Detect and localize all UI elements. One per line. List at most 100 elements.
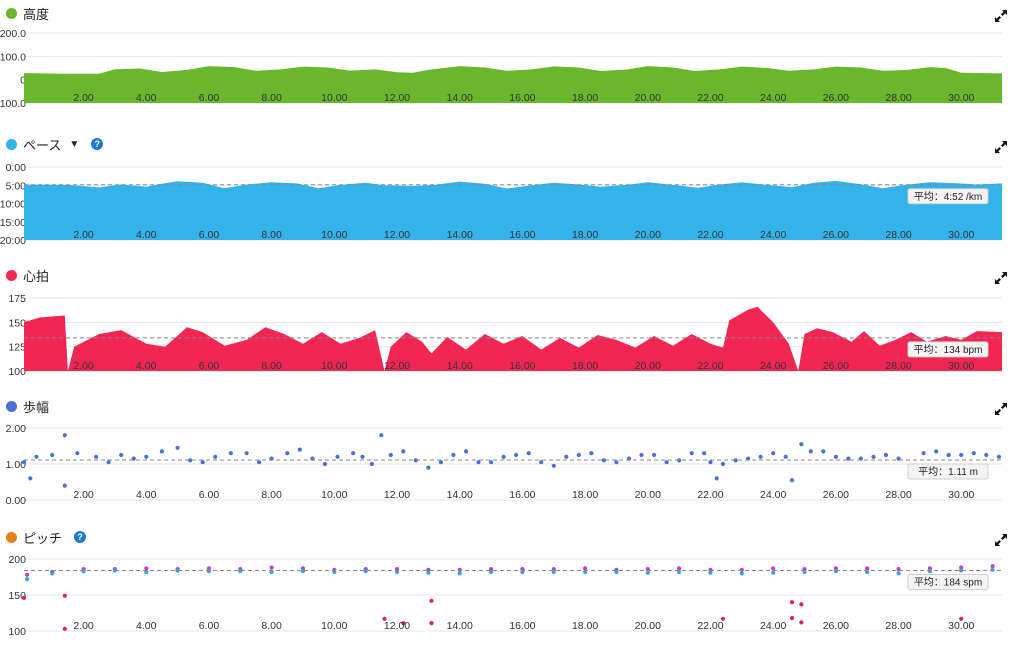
data-point [360,454,365,459]
x-tick-label: 22.00 [697,489,723,501]
data-point [708,460,713,465]
y-tick-label: 15:00 [0,217,26,229]
data-point [106,460,111,465]
data-point [664,460,669,465]
x-tick-label: 10.00 [321,620,347,632]
average-label: 平均：134 bpm [914,344,983,356]
pace-panel: ペース ▼? 0:00 5:00 10:00 15:00 20:00 2.00 4.00 6.00… [0,134,1024,246]
y-tick-label: 1.00 [6,459,27,471]
x-tick-label: 24.00 [760,360,786,372]
altitude-header: 高度 [6,3,49,23]
x-tick-label: 2.00 [73,360,94,372]
stride-chart: 2.00 1.00 0.00 2.00 4.00 6.00 8.00 10.00 12.00 14… [6,423,1002,507]
data-point [883,452,889,458]
x-tick-label: 6.00 [199,229,220,241]
x-tick-label: 6.00 [199,92,220,104]
data-point [489,567,494,572]
x-tick-label: 12.00 [384,489,410,501]
data-point [821,449,826,454]
x-tick-label: 20.00 [635,360,661,372]
x-tick-label: 2.00 [73,620,94,632]
x-tick-label: 14.00 [447,92,473,104]
cadence-panel: ピッチ? 200 150 100 2.00 4.00 6.00 8.00 10.00 12.00 1… [0,527,1024,642]
x-tick-label: 24.00 [760,489,786,501]
x-tick-label: 12.00 [384,620,410,632]
cadence-title: ピッチ [23,530,63,546]
data-point [551,463,556,468]
data-point [269,565,274,570]
altitude-legend-dot [6,7,17,19]
data-point [771,451,776,456]
data-point [426,465,431,470]
y-tick-label: 2.00 [6,423,27,435]
data-point [62,626,67,631]
x-tick-label: 4.00 [136,620,157,632]
data-point [81,569,86,574]
data-point [783,454,788,459]
help-icon[interactable]: ? [91,138,104,150]
help-icon[interactable]: ? [74,531,87,543]
cadence-chart: 200 150 100 2.00 4.00 6.00 8.00 10.00 12.00 14.00… [8,554,1002,638]
data-point [401,449,406,454]
heart-rate-chart: 175 150 125 100 2.00 4.00 6.00 8.00 10.00 12.00 14… [8,293,1002,377]
x-tick-label: 4.00 [136,229,157,241]
expand-icon[interactable] [994,533,1008,547]
expand-icon[interactable] [994,9,1008,23]
expand-icon[interactable] [994,140,1008,154]
y-tick-label: 0.00 [6,495,27,507]
data-point [363,569,368,574]
x-tick-label: 24.00 [760,620,786,632]
data-point [438,460,443,465]
data-point [526,451,531,456]
x-tick-label: 28.00 [885,489,911,501]
x-tick-label: 26.00 [823,489,849,501]
y-tick-label: 100 [8,366,26,377]
expand-icon[interactable] [994,402,1008,416]
data-point [21,595,27,600]
heart-rate-header: 心拍 [6,265,49,285]
x-tick-label: 14.00 [447,620,473,632]
altitude-title: 高度 [23,6,50,22]
data-point [833,569,839,574]
x-tick-label: 20.00 [635,229,661,241]
data-point [188,458,193,463]
data-point [921,451,926,456]
data-point [62,433,67,438]
data-point [119,452,124,458]
x-tick-label: 28.00 [885,92,911,104]
y-tick-label: 150 [8,590,26,602]
data-point [457,567,462,572]
x-tick-label: 18.00 [572,620,598,632]
data-point [771,566,776,571]
data-point [401,621,406,626]
metric-dropdown-icon[interactable]: ▼ [69,138,80,150]
data-point [200,460,205,465]
x-tick-label: 14.00 [447,489,473,501]
x-tick-label: 30.00 [948,489,974,501]
data-point [927,569,933,574]
x-tick-label: 26.00 [823,360,849,372]
average-label-box [907,188,989,205]
data-point [94,454,99,459]
heart-rate-legend-dot [6,269,17,281]
x-tick-label: 28.00 [885,620,911,632]
data-point [971,451,976,456]
data-point [175,445,180,450]
x-tick-label: 10.00 [321,229,347,241]
x-tick-label: 8.00 [261,489,282,501]
x-tick-label: 18.00 [572,489,598,501]
data-point [379,433,384,438]
data-point [739,567,744,572]
data-point [75,451,80,456]
x-tick-label: 30.00 [948,620,974,632]
expand-icon[interactable] [994,271,1008,285]
data-point [369,461,374,467]
x-tick-label: 2.00 [73,92,94,104]
data-point [426,567,431,572]
average-label-box [907,463,989,480]
x-tick-label: 16.00 [509,360,535,372]
data-point [244,451,249,456]
data-point [50,571,55,576]
x-tick-label: 26.00 [823,229,849,241]
x-tick-label: 8.00 [261,620,282,632]
